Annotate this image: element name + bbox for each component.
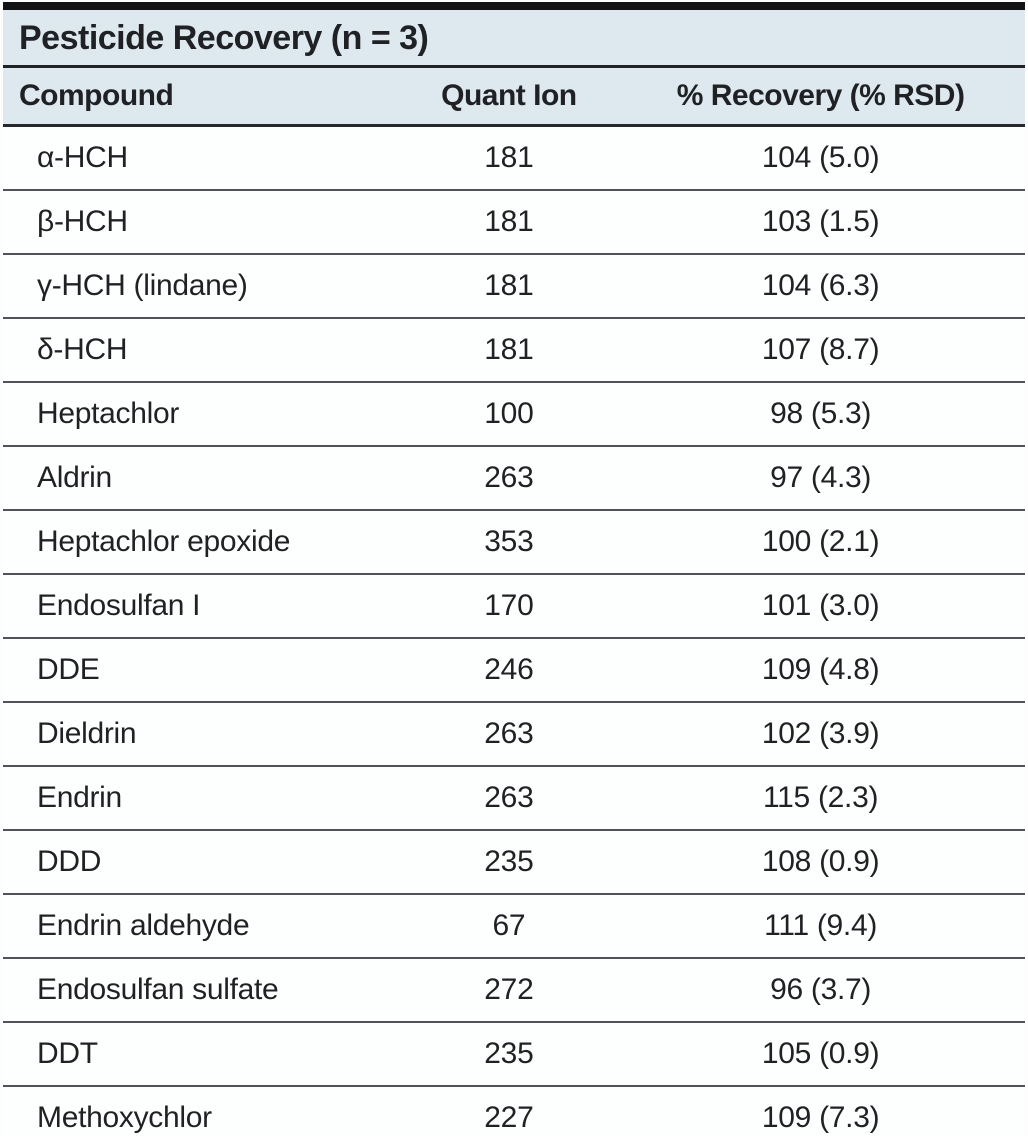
table-row: Heptachlor 100 98 (5.3) xyxy=(3,382,1025,447)
compound-cell: Endrin xyxy=(3,766,402,831)
table-row: Endosulfan I 170 101 (3.0) xyxy=(3,574,1025,639)
compound-cell: Heptachlor xyxy=(3,382,402,447)
table-row: Endrin 263 115 (2.3) xyxy=(3,766,1025,831)
quant-ion-cell: 353 xyxy=(401,510,617,575)
compound-cell: δ-HCH xyxy=(3,318,402,383)
quant-ion-cell: 67 xyxy=(401,894,617,959)
quant-ion-cell: 227 xyxy=(401,1086,617,1136)
quant-ion-cell: 263 xyxy=(401,446,617,511)
recovery-cell: 98 (5.3) xyxy=(616,382,1025,447)
compound-cell: Methoxychlor xyxy=(3,1086,402,1136)
compound-cell: Aldrin xyxy=(3,446,402,511)
quant-ion-cell: 272 xyxy=(401,958,617,1023)
table-row: Methoxychlor 227 109 (7.3) xyxy=(3,1086,1025,1136)
recovery-cell: 107 (8.7) xyxy=(616,318,1025,383)
quant-ion-cell: 181 xyxy=(401,125,617,191)
quant-ion-cell: 181 xyxy=(401,190,617,255)
recovery-cell: 115 (2.3) xyxy=(616,766,1025,831)
pesticide-recovery-table: Pesticide Recovery (n = 3) Compound Quan… xyxy=(3,2,1025,1136)
table-row: Endrin aldehyde 67 111 (9.4) xyxy=(3,894,1025,959)
table-row: δ-HCH 181 107 (8.7) xyxy=(3,318,1025,383)
compound-cell: DDE xyxy=(3,638,402,703)
compound-cell: Dieldrin xyxy=(3,702,402,767)
quant-ion-cell: 263 xyxy=(401,766,617,831)
quant-ion-cell: 235 xyxy=(401,830,617,895)
recovery-cell: 104 (5.0) xyxy=(616,125,1025,191)
table-row: Dieldrin 263 102 (3.9) xyxy=(3,702,1025,767)
table-row: α-HCH 181 104 (5.0) xyxy=(3,125,1025,191)
compound-cell: Endosulfan I xyxy=(3,574,402,639)
compound-cell: β-HCH xyxy=(3,190,402,255)
table-row: Aldrin 263 97 (4.3) xyxy=(3,446,1025,511)
recovery-cell: 104 (6.3) xyxy=(616,254,1025,319)
compound-cell: DDT xyxy=(3,1022,402,1087)
compound-cell: Heptachlor epoxide xyxy=(3,510,402,575)
table-row: DDT 235 105 (0.9) xyxy=(3,1022,1025,1087)
recovery-cell: 109 (7.3) xyxy=(616,1086,1025,1136)
column-header-quant-ion: Quant Ion xyxy=(401,66,617,127)
table-row: DDE 246 109 (4.8) xyxy=(3,638,1025,703)
table-body: α-HCH 181 104 (5.0) β-HCH 181 103 (1.5) … xyxy=(3,125,1025,1136)
table-row: β-HCH 181 103 (1.5) xyxy=(3,190,1025,255)
compound-cell: α-HCH xyxy=(3,125,402,191)
compound-cell: Endrin aldehyde xyxy=(3,894,402,959)
table-title: Pesticide Recovery (n = 3) xyxy=(3,6,1025,68)
column-header-recovery-rsd: % Recovery (% RSD) xyxy=(616,66,1025,127)
quant-ion-cell: 100 xyxy=(401,382,617,447)
quant-ion-cell: 181 xyxy=(401,318,617,383)
recovery-cell: 109 (4.8) xyxy=(616,638,1025,703)
table-row: DDD 235 108 (0.9) xyxy=(3,830,1025,895)
compound-cell: DDD xyxy=(3,830,402,895)
table-title-row: Pesticide Recovery (n = 3) xyxy=(3,6,1025,68)
compound-cell: Endosulfan sulfate xyxy=(3,958,402,1023)
quant-ion-cell: 235 xyxy=(401,1022,617,1087)
recovery-cell: 100 (2.1) xyxy=(616,510,1025,575)
table-row: γ-HCH (lindane) 181 104 (6.3) xyxy=(3,254,1025,319)
recovery-cell: 97 (4.3) xyxy=(616,446,1025,511)
table-row: Heptachlor epoxide 353 100 (2.1) xyxy=(3,510,1025,575)
recovery-cell: 103 (1.5) xyxy=(616,190,1025,255)
recovery-cell: 101 (3.0) xyxy=(616,574,1025,639)
recovery-cell: 108 (0.9) xyxy=(616,830,1025,895)
quant-ion-cell: 246 xyxy=(401,638,617,703)
quant-ion-cell: 181 xyxy=(401,254,617,319)
recovery-cell: 111 (9.4) xyxy=(616,894,1025,959)
compound-cell: γ-HCH (lindane) xyxy=(3,254,402,319)
quant-ion-cell: 170 xyxy=(401,574,617,639)
recovery-cell: 105 (0.9) xyxy=(616,1022,1025,1087)
recovery-cell: 102 (3.9) xyxy=(616,702,1025,767)
column-header-compound: Compound xyxy=(3,66,402,127)
table-row: Endosulfan sulfate 272 96 (3.7) xyxy=(3,958,1025,1023)
table-header-row: Compound Quant Ion % Recovery (% RSD) xyxy=(3,66,1025,127)
recovery-cell: 96 (3.7) xyxy=(616,958,1025,1023)
quant-ion-cell: 263 xyxy=(401,702,617,767)
